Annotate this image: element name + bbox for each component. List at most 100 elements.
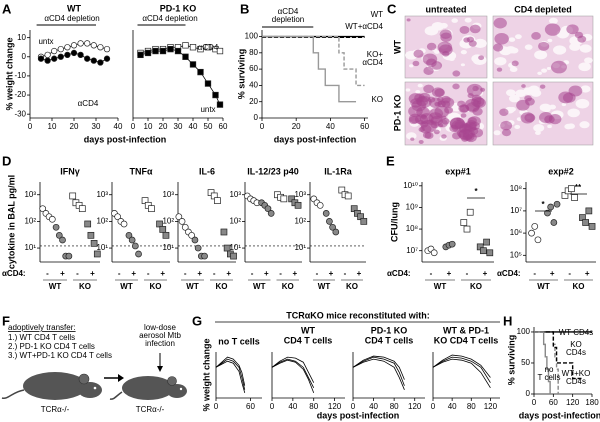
marker [326,218,333,225]
mouse-label: TCRα-/- [41,405,70,414]
category-label: - [344,269,347,278]
series-label: WT+αCD4 [345,22,383,31]
marker [204,80,212,87]
y-tick-label: 10¹ [229,243,241,252]
y-tick-label: 10⁷ [510,206,522,215]
marker [544,209,551,217]
marker [103,55,111,62]
alveolus [567,108,580,118]
alveolus [514,124,521,129]
marker [280,195,288,203]
marker [87,231,95,239]
y-tick-label: 50 [521,358,530,367]
chart-title: WT [301,325,315,335]
series-label: KO [371,95,383,104]
infiltrate [562,92,576,103]
marker [90,42,97,49]
category-label: + [60,269,65,278]
infiltrate [452,132,462,140]
y-tick-label: 10⁹ [406,203,418,212]
group-label: WT [186,282,199,291]
marker [582,219,590,226]
marker [77,40,84,47]
marker [37,55,45,62]
x-tick-label: 30 [174,122,183,131]
marker [322,210,330,217]
alveolus [534,50,548,60]
alveolus [415,89,421,94]
x-tick-label: 0 [131,122,136,131]
panel-title: TCRαKO mice reconstituted with: [286,310,430,320]
marker [65,252,73,260]
category-label: + [293,269,298,278]
infiltrate [412,60,420,67]
annotation: αCD4 [278,7,299,16]
x-tick-label: 80 [390,402,399,411]
y-tick-label: 60 [249,64,258,73]
marker [197,68,204,76]
series-line [215,360,246,393]
alveolus [508,94,520,103]
y-tick-label: 0 [22,52,27,61]
marker [152,47,159,55]
y-tick-label: 10² [162,216,174,225]
marker [90,240,98,247]
alveolus [509,66,518,73]
chart-title: exp#2 [548,166,574,176]
y-tick-label: 10² [24,216,36,225]
y-tick-label: 10¹ [294,243,306,252]
x-tick-label: 10 [144,122,153,131]
infiltrate [441,134,447,139]
marker [194,244,202,252]
y-axis-label: % surviving [236,49,246,100]
x-tick-label: 30 [92,122,101,131]
marker [159,47,167,55]
group-label: KO [79,282,91,291]
marker [528,229,535,237]
x-tick-label: 60 [360,122,369,131]
marker [466,208,474,216]
alveolus [580,85,591,93]
marker [480,247,487,255]
alveolus [539,103,552,112]
panel-label: F [2,313,10,328]
infiltrate [566,24,579,35]
alveolus [578,62,591,72]
y-axis-label: % weight change [4,37,14,110]
marker [97,59,104,66]
chart-title: WT & PD-1 [443,325,489,335]
series-line [352,356,405,386]
alveolus [440,22,448,29]
heading: adoptively transfer: [8,323,76,332]
alveolus [473,38,487,49]
alveolus [524,44,533,50]
marker [77,51,84,59]
marker [588,223,596,230]
alveolus [533,124,545,132]
y-tick-label: 80 [249,48,258,57]
infiltrate [418,139,424,144]
x-tick-label: 0 [270,402,275,411]
group-label: WT [253,282,266,291]
marker [55,231,63,239]
alveolus [579,44,592,53]
category-label: - [466,269,469,278]
group-label: KO [282,282,294,291]
y-tick-label: -10 [14,71,26,80]
series-label: αCD4 [362,58,383,67]
alveolus [505,46,516,54]
series-line [262,35,365,87]
group-label: WT [49,282,62,291]
infiltrate [466,102,480,113]
chart-title: TNFα [129,166,152,176]
marker [178,218,186,225]
category-label: + [585,269,590,278]
series-line [262,35,357,103]
y-tick-label: 10⁸ [406,224,418,233]
infiltrate [501,128,512,137]
y-tick-label: 100 [517,327,531,336]
alveolus [579,121,590,129]
series-line [534,331,551,394]
group-label: WT [120,282,133,291]
alveolus [547,38,553,43]
